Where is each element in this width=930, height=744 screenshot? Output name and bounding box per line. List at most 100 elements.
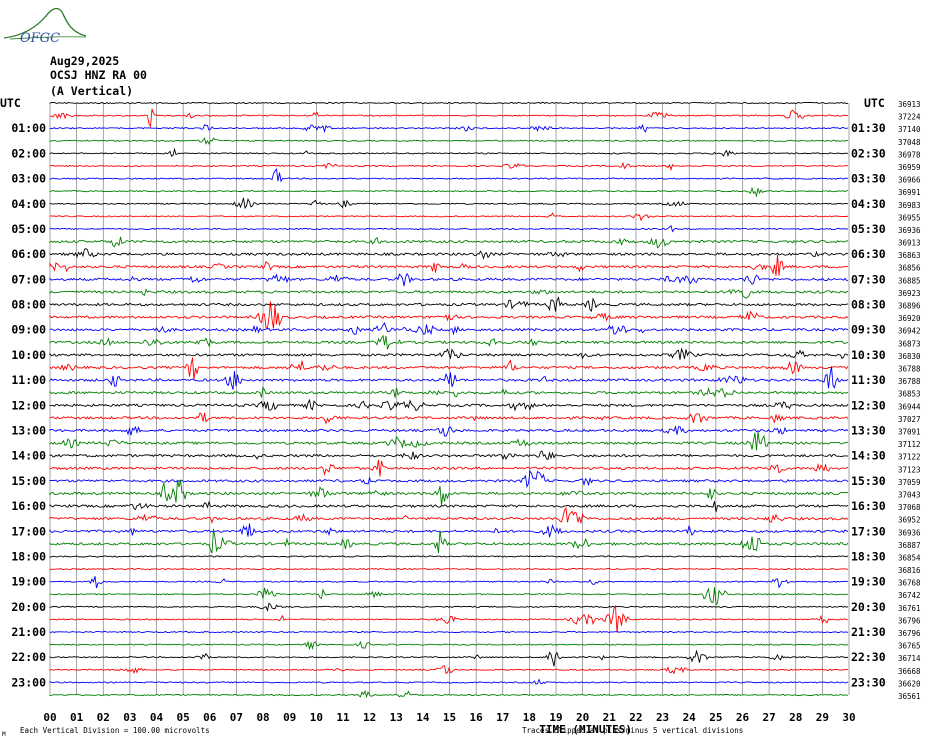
trace-offset-label: 36761 — [898, 604, 921, 613]
trace-offset-label: 36896 — [898, 302, 921, 311]
left-hour-label: 03:00 — [11, 172, 46, 186]
trace-line — [49, 469, 849, 489]
trace-line — [49, 555, 849, 558]
seismic-traces — [49, 101, 849, 699]
trace-line — [49, 678, 849, 685]
right-hour-label: 04:30 — [851, 197, 886, 211]
left-hour-label: 23:00 — [11, 675, 46, 689]
trace-offset-label: 36978 — [898, 150, 921, 159]
trace-line — [49, 123, 849, 134]
trace-offset-label: 37224 — [898, 113, 921, 122]
x-tick-label: 14 — [416, 711, 430, 724]
trace-line — [49, 450, 849, 461]
left-hour-label: 08:00 — [11, 298, 46, 312]
trace-offset-label: 37068 — [898, 503, 921, 512]
right-hour-label: 20:30 — [851, 600, 886, 614]
trace-offset-label: 37123 — [898, 465, 921, 474]
x-tick-label: 23 — [656, 711, 669, 724]
right-hour-label: 17:30 — [851, 524, 886, 538]
left-hour-label: 15:00 — [11, 474, 46, 488]
x-tick-label: 13 — [390, 711, 403, 724]
right-hour-label: 06:30 — [851, 247, 886, 261]
trace-offset-label: 36620 — [898, 679, 921, 688]
x-tick-label: 06 — [203, 711, 217, 724]
left-hour-label: 19:00 — [11, 575, 46, 589]
trace-line — [49, 357, 849, 380]
trace-line — [49, 528, 849, 554]
trace-offset-label: 36668 — [898, 667, 921, 676]
left-hour-label: 07:00 — [11, 272, 46, 286]
trace-line — [49, 500, 849, 513]
trace-line — [49, 296, 849, 313]
trace-line — [49, 212, 849, 222]
trace-offset-label: 36714 — [898, 654, 921, 663]
trace-offset-label: 36830 — [898, 352, 921, 361]
right-hour-label: 03:30 — [851, 172, 886, 186]
right-hour-label: 08:30 — [851, 298, 886, 312]
x-tick-label: 12 — [363, 711, 376, 724]
trace-offset-label: 36816 — [898, 566, 921, 575]
x-tick-label: 01 — [70, 711, 84, 724]
trace-line — [49, 689, 849, 699]
x-tick-label: 17 — [496, 711, 509, 724]
right-hour-label: 19:30 — [851, 575, 886, 589]
right-hour-label: 07:30 — [851, 272, 886, 286]
trace-offset-label: 36944 — [898, 402, 921, 411]
trace-offset-label: 36952 — [898, 516, 921, 525]
x-tick-label: 03 — [123, 711, 136, 724]
component-label: (A Vertical) — [50, 84, 134, 98]
left-hour-label: 09:00 — [11, 323, 46, 337]
left-hour-label: 04:00 — [11, 197, 46, 211]
left-hour-label: 01:00 — [11, 121, 46, 135]
trace-offset-label: 36885 — [898, 276, 921, 285]
trace-line — [49, 236, 849, 249]
trace-line — [49, 506, 849, 524]
trace-line — [49, 288, 849, 299]
right-hour-label: 18:30 — [851, 549, 886, 563]
x-tick-label: 27 — [762, 711, 775, 724]
x-tick-label: 10 — [310, 711, 323, 724]
x-tick-label: 28 — [789, 711, 802, 724]
right-hour-label: 13:30 — [851, 423, 886, 437]
trace-line — [49, 167, 849, 183]
x-tick-label: 21 — [603, 711, 617, 724]
right-hour-label: 05:30 — [851, 222, 886, 236]
x-tick-label: 30 — [842, 711, 855, 724]
right-hour-label: 09:30 — [851, 323, 886, 337]
x-tick-label: 15 — [443, 711, 456, 724]
trace-offset-label: 37112 — [898, 440, 921, 449]
trace-offset-label: 37027 — [898, 415, 921, 424]
trace-line — [49, 272, 849, 287]
trace-line — [49, 347, 849, 360]
trace-offset-label: 36920 — [898, 314, 921, 323]
trace-offset-label: 36765 — [898, 642, 921, 651]
right-hour-label: 15:30 — [851, 474, 886, 488]
right-hour-label: 21:30 — [851, 625, 886, 639]
trace-line — [49, 567, 849, 571]
trace-offset-label: 36966 — [898, 176, 921, 185]
trace-line — [49, 147, 849, 158]
trace-line — [49, 248, 849, 260]
trace-line — [49, 602, 849, 612]
x-tick-label: 08 — [256, 711, 269, 724]
trace-offset-label: 36923 — [898, 289, 921, 298]
left-hour-label: 02:00 — [11, 146, 46, 160]
right-hour-label: 11:30 — [851, 373, 886, 387]
right-utc-label: UTC — [864, 96, 885, 110]
trace-line — [49, 386, 849, 399]
left-hour-label: 18:00 — [11, 549, 46, 563]
trace-offset-label: 36959 — [898, 163, 921, 172]
right-hour-label: 01:30 — [851, 121, 886, 135]
trace-offset-label: 36936 — [898, 528, 921, 537]
trace-offset-label: 37048 — [898, 138, 921, 147]
plot-grid — [49, 103, 850, 695]
trace-line — [50, 587, 849, 607]
trace-line — [49, 108, 849, 128]
trace-line — [49, 604, 849, 633]
trace-offset-label: 36788 — [898, 377, 921, 386]
trace-line — [49, 398, 849, 412]
x-tick-label: 16 — [470, 711, 484, 724]
x-tick-label: 07 — [230, 711, 243, 724]
x-tick-label: 29 — [816, 711, 829, 724]
